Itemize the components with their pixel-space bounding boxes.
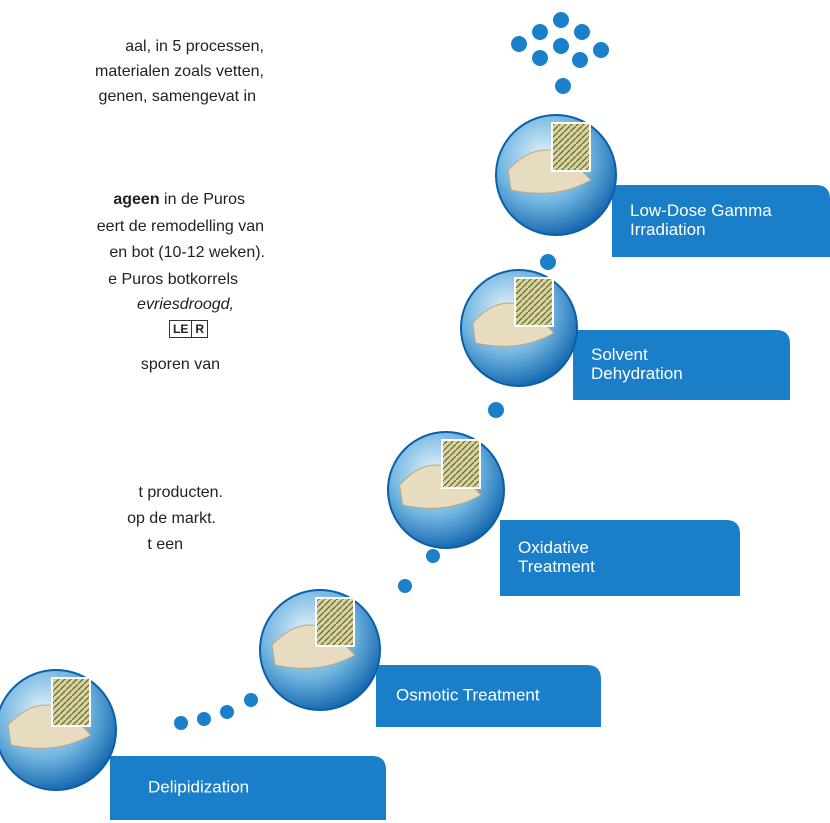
step-label: Oxidative [518,538,589,557]
page: aal, in 5 processen, materialen zoals ve… [0,0,830,823]
step-label: Low-Dose Gamma [630,201,772,220]
process-step: Osmotic Treatment [260,590,601,727]
step-label: Dehydration [591,364,683,383]
process-diagram: Low-Dose GammaIrradiationSolventDehydrat… [0,0,830,823]
step-label: Osmotic Treatment [396,685,540,704]
texture-inset [442,440,480,488]
step-label: Irradiation [630,220,706,239]
texture-inset [52,678,90,726]
texture-inset [552,123,590,171]
step-label: Delipidization [148,777,249,796]
texture-inset [316,598,354,646]
step-label: Solvent [591,345,648,364]
texture-inset [515,278,553,326]
step-label: Treatment [518,557,595,576]
